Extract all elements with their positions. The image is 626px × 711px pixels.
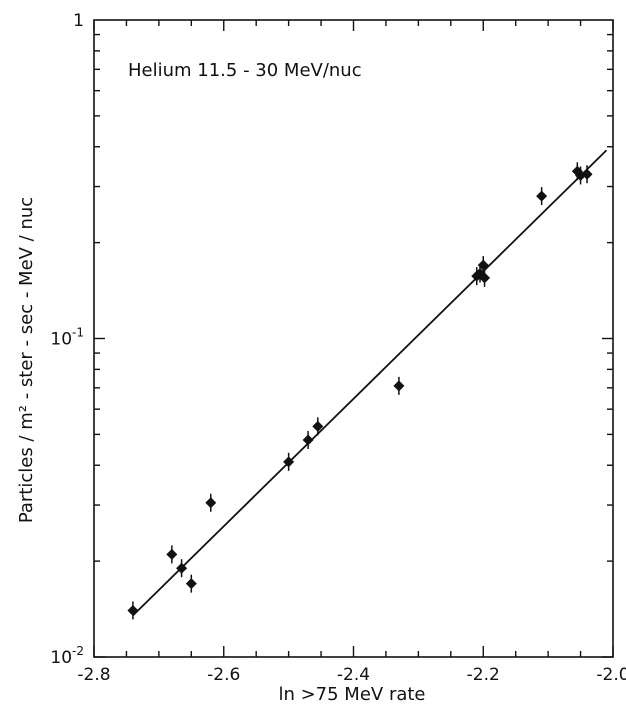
x-axis-label: ln >75 MeV rate bbox=[278, 684, 425, 705]
x-axis-ticks bbox=[93, 20, 614, 657]
data-point bbox=[176, 559, 188, 578]
x-tick-label: -2.2 bbox=[467, 665, 500, 685]
data-point bbox=[477, 256, 489, 275]
fit-line-group bbox=[132, 149, 608, 617]
data-point bbox=[185, 574, 197, 593]
diamond-marker bbox=[536, 190, 548, 202]
data-point bbox=[479, 268, 491, 287]
x-tick-label: -2.4 bbox=[337, 665, 370, 685]
diamond-marker bbox=[283, 456, 295, 468]
data-point bbox=[127, 601, 139, 620]
diamond-marker bbox=[185, 578, 197, 590]
data-point bbox=[205, 493, 217, 512]
diamond-marker bbox=[166, 548, 178, 560]
diamond-marker bbox=[302, 434, 314, 446]
y-tick-label: 10-2 bbox=[50, 644, 84, 668]
diamond-marker bbox=[477, 259, 489, 271]
diamond-marker bbox=[393, 380, 405, 392]
y-tick-label: 1 bbox=[73, 11, 84, 31]
diamond-marker bbox=[312, 420, 324, 432]
y-tick-label: 10-1 bbox=[50, 326, 84, 350]
data-point bbox=[536, 187, 548, 206]
data-point bbox=[393, 376, 405, 395]
diamond-marker bbox=[205, 497, 217, 509]
data-point bbox=[283, 452, 295, 471]
diamond-marker bbox=[127, 604, 139, 616]
annotation-label: Helium 11.5 - 30 MeV/nuc bbox=[128, 60, 362, 81]
y-axis-ticks bbox=[94, 33, 613, 658]
x-tick-label: -2.6 bbox=[207, 665, 240, 685]
data-points bbox=[127, 162, 593, 620]
x-tick-label: -2.8 bbox=[77, 665, 110, 685]
y-axis-label: Particles / m² - ster - sec - MeV / nuc bbox=[16, 197, 37, 523]
y-axis-tick-labels: 10-2 10-1 1 bbox=[50, 11, 84, 668]
diamond-marker bbox=[479, 272, 491, 284]
data-point bbox=[312, 417, 324, 436]
data-point bbox=[302, 431, 314, 450]
data-point bbox=[581, 165, 593, 184]
diamond-marker bbox=[581, 168, 593, 180]
data-point bbox=[166, 545, 178, 564]
x-axis-tick-labels: -2.8 -2.6 -2.4 -2.2 -2.0 bbox=[77, 665, 626, 685]
diamond-marker bbox=[176, 562, 188, 574]
fit-line bbox=[132, 149, 608, 617]
x-tick-label: -2.0 bbox=[596, 665, 626, 685]
